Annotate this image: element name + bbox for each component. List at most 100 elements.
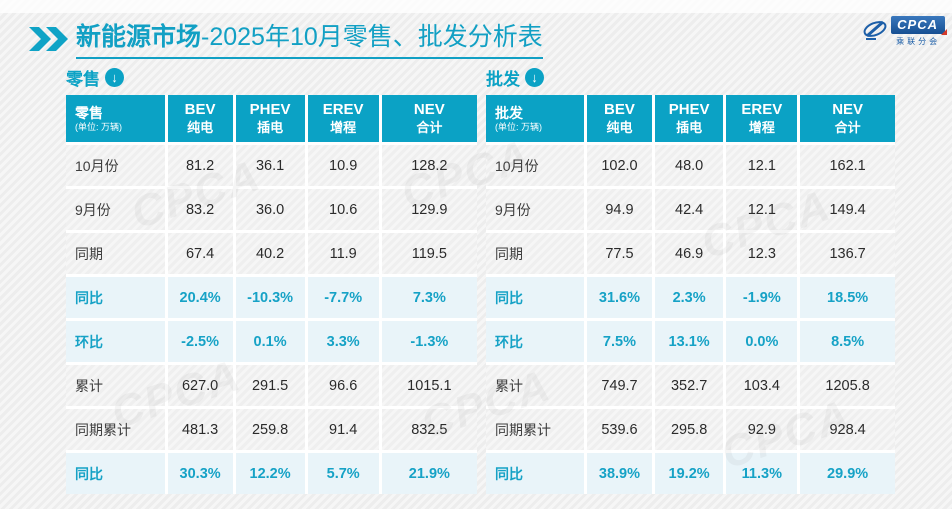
value-cell: 92.9	[726, 409, 798, 450]
row-label-cell: 环比	[66, 321, 165, 362]
row-label-cell: 同比	[486, 453, 585, 494]
value-cell: 13.1%	[654, 321, 724, 362]
value-cell: 2.3%	[654, 277, 724, 318]
value-cell: 40.2	[235, 233, 305, 274]
value-cell: 18.5%	[800, 277, 895, 318]
column-header: PHEV 插电	[654, 95, 724, 142]
cpca-logo-text: CPCA	[891, 16, 947, 35]
value-cell: 36.0	[235, 189, 305, 230]
row-label-cell: 同比	[66, 277, 165, 318]
value-cell: 749.7	[587, 365, 652, 406]
value-cell: 12.2%	[235, 453, 305, 494]
row-label-cell: 同比	[486, 277, 585, 318]
column-header-en: PHEV	[249, 101, 291, 118]
row-label-cell: 同期	[66, 233, 165, 274]
circle-down-arrow-icon: ↓	[525, 67, 544, 87]
row-label-cell: 累计	[66, 365, 165, 406]
column-header-cn: 插电	[676, 119, 703, 135]
column-header: EREV 增程	[307, 95, 379, 142]
value-cell: 119.5	[381, 233, 477, 274]
value-cell: 627.0	[167, 365, 233, 406]
retail-section-label: 零售	[66, 69, 100, 89]
column-header-en: PHEV	[668, 101, 710, 118]
cpca-emblem-icon	[862, 18, 888, 47]
column-header-en: EREV	[741, 101, 783, 118]
column-header-cn: 合计	[834, 119, 861, 135]
value-cell: 31.6%	[587, 277, 652, 318]
column-header-cn: 增程	[330, 119, 357, 135]
value-cell: 91.4	[307, 409, 379, 450]
value-cell: -2.5%	[167, 321, 233, 362]
value-cell: 259.8	[235, 409, 305, 450]
cpca-logo-text-block: CPCA 乘联分会	[891, 16, 947, 47]
top-strip	[0, 0, 952, 13]
cpca-logo-subtext: 乘联分会	[896, 37, 941, 46]
row-label-cell: 10月份	[486, 145, 585, 186]
value-cell: 30.3%	[167, 453, 233, 494]
value-cell: 128.2	[381, 145, 477, 186]
retail-panel: 零售 ↓ 零售 (单位: 万辆) BEV 纯电 PHEV 插电 EREV 增程 NEV 合计 10月…	[66, 64, 477, 494]
wholesale-section-header: 批发 ↓	[486, 64, 895, 90]
value-cell: 1205.8	[800, 365, 895, 406]
value-cell: 36.1	[235, 145, 305, 186]
value-cell: 19.2%	[654, 453, 724, 494]
column-header: NEV 合计	[800, 95, 895, 142]
column-header-cn: 插电	[257, 119, 284, 135]
column-header-en: BEV	[184, 101, 216, 118]
value-cell: 46.9	[654, 233, 724, 274]
value-cell: 539.6	[587, 409, 652, 450]
value-cell: -7.7%	[307, 277, 379, 318]
column-header-cn: 增程	[748, 119, 775, 135]
table-corner-unit: (单位: 万辆)	[495, 121, 542, 132]
value-cell: -1.3%	[381, 321, 477, 362]
column-header: BEV 纯电	[587, 95, 652, 142]
column-header: BEV 纯电	[167, 95, 233, 142]
value-cell: 21.9%	[381, 453, 477, 494]
value-cell: -10.3%	[235, 277, 305, 318]
row-label-cell: 同期累计	[66, 409, 165, 450]
value-cell: 10.9	[307, 145, 379, 186]
value-cell: 0.1%	[235, 321, 305, 362]
table-corner-header: 零售 (单位: 万辆)	[66, 95, 165, 142]
value-cell: -1.9%	[726, 277, 798, 318]
value-cell: 12.3	[726, 233, 798, 274]
row-label-cell: 累计	[486, 365, 585, 406]
value-cell: 103.4	[726, 365, 798, 406]
column-header: PHEV 插电	[235, 95, 305, 142]
value-cell: 102.0	[587, 145, 652, 186]
value-cell: 8.5%	[800, 321, 895, 362]
value-cell: 20.4%	[167, 277, 233, 318]
value-cell: 7.5%	[587, 321, 652, 362]
value-cell: 129.9	[381, 189, 477, 230]
value-cell: 12.1	[726, 189, 798, 230]
row-label-cell: 同期累计	[486, 409, 585, 450]
value-cell: 291.5	[235, 365, 305, 406]
value-cell: 94.9	[587, 189, 652, 230]
value-cell: 162.1	[800, 145, 895, 186]
column-header-cn: 纯电	[606, 119, 633, 135]
value-cell: 928.4	[800, 409, 895, 450]
wholesale-panel: 批发 ↓ 批发 (单位: 万辆) BEV 纯电 PHEV 插电 EREV 增程 NEV 合计 10月…	[486, 64, 895, 494]
page-title: 新能源市场-2025年10月零售、批发分析表	[76, 22, 543, 60]
value-cell: 832.5	[381, 409, 477, 450]
column-header-cn: 合计	[416, 119, 443, 135]
value-cell: 67.4	[167, 233, 233, 274]
cpca-logo: CPCA 乘联分会	[862, 16, 947, 47]
row-label-cell: 同比	[66, 453, 165, 494]
table-corner-header: 批发 (单位: 万辆)	[486, 95, 585, 142]
retail-section-header: 零售 ↓	[66, 64, 477, 90]
table-corner-title: 零售	[75, 104, 103, 121]
row-label-cell: 9月份	[486, 189, 585, 230]
double-chevron-icon	[28, 26, 68, 57]
column-header: NEV 合计	[381, 95, 477, 142]
value-cell: 96.6	[307, 365, 379, 406]
value-cell: 481.3	[167, 409, 233, 450]
value-cell: 1015.1	[381, 365, 477, 406]
title-bar: 新能源市场-2025年10月零售、批发分析表	[28, 22, 543, 60]
row-label-cell: 10月份	[66, 145, 165, 186]
column-header-en: BEV	[604, 101, 635, 118]
column-header: EREV 增程	[726, 95, 798, 142]
value-cell: 5.7%	[307, 453, 379, 494]
column-header-en: EREV	[322, 101, 364, 118]
